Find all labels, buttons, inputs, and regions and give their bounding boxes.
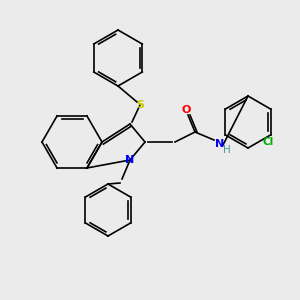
- Text: N: N: [125, 155, 135, 165]
- Text: Cl: Cl: [263, 137, 274, 147]
- Text: H: H: [223, 145, 231, 155]
- Text: O: O: [181, 105, 191, 115]
- Text: N: N: [215, 139, 225, 149]
- Text: S: S: [136, 100, 144, 110]
